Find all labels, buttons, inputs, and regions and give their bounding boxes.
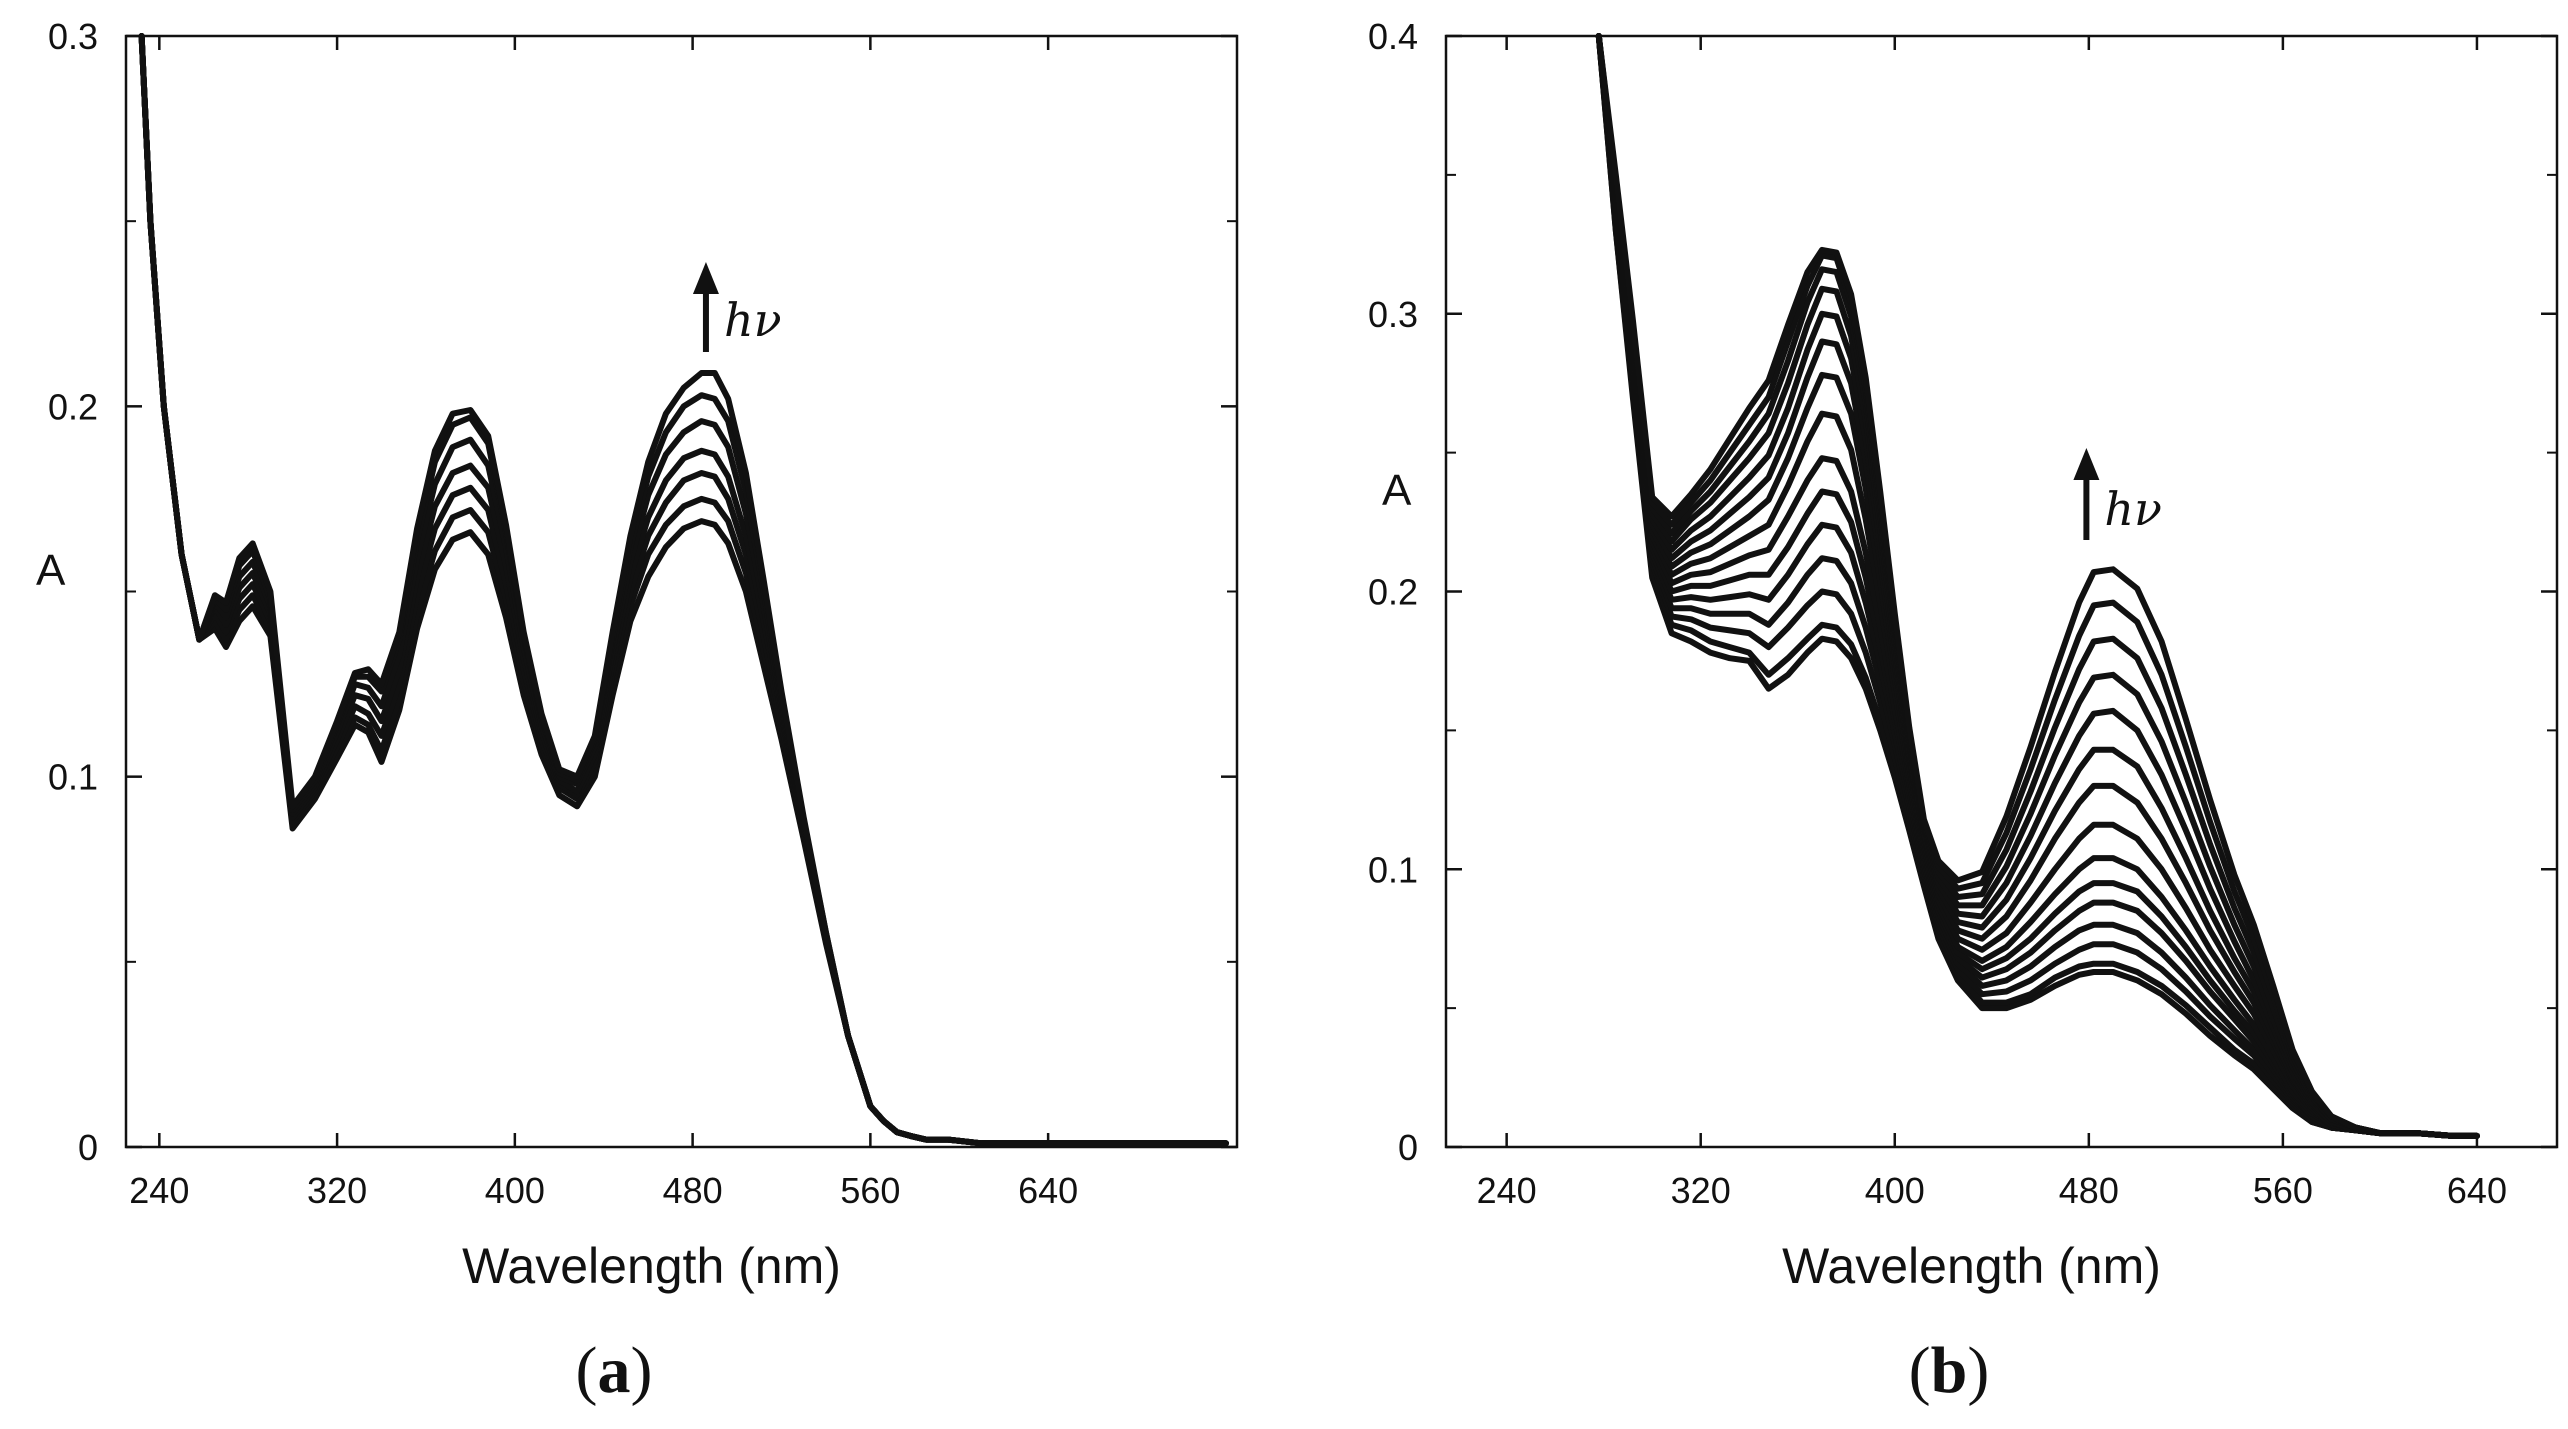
series-line-t0 — [1595, 33, 2480, 1139]
series-line-t7 — [1595, 33, 2480, 1139]
x-tick-label: 560 — [840, 1170, 900, 1211]
panel-label-open-paren: ( — [1909, 1334, 1931, 1407]
x-tick-label: 560 — [2253, 1170, 2313, 1211]
series-line-t4 — [1595, 33, 2480, 1139]
x-axis-title: Wavelength (nm) — [1782, 1238, 2161, 1294]
series-line-t4 — [138, 33, 1229, 1147]
series-line-t13 — [1595, 33, 2480, 1139]
series-line-t11 — [1595, 33, 2480, 1139]
y-tick-label: 0.3 — [48, 16, 98, 57]
x-tick-label: 400 — [485, 1170, 545, 1211]
series-line-t14 — [1595, 33, 2480, 1139]
panel-label-letter: b — [1931, 1334, 1968, 1407]
series-line-t3 — [138, 33, 1229, 1147]
x-tick-label: 400 — [1865, 1170, 1925, 1211]
x-tick-label: 640 — [2447, 1170, 2507, 1211]
chart-panel-b: 240 320 400 480 560 640 0 0.1 0.2 0.3 0.4 A Waveleng… — [1284, 0, 2568, 1429]
panel-label-open-paren: ( — [576, 1334, 598, 1407]
series-line-t6 — [138, 33, 1229, 1147]
series-line-t10 — [1595, 33, 2480, 1139]
panel-label-letter: a — [598, 1334, 631, 1407]
series-line-t2 — [138, 33, 1229, 1147]
series-line-t1 — [138, 33, 1229, 1147]
y-tick-label: 0.2 — [48, 386, 98, 427]
hv-arrow-head — [692, 262, 719, 294]
panel-label: (a) — [576, 1334, 653, 1407]
x-tick-label: 480 — [663, 1170, 723, 1211]
series-line-t6 — [1595, 33, 2480, 1139]
y-tick-label: 0 — [78, 1127, 98, 1168]
y-axis-label: A — [1382, 466, 1412, 515]
y-tick-label: 0.3 — [1368, 294, 1418, 335]
chart-b: 240 320 400 480 560 640 0 0.1 0.2 0.3 0.4 A Waveleng… — [1368, 16, 2559, 1407]
panel-label: (b) — [1909, 1334, 1990, 1407]
chart-panel-a: 240 320 400 480 560 640 0 0.1 0.2 0.3 A Wavelength … — [36, 16, 1239, 1407]
series-line-t2 — [1595, 33, 2480, 1139]
series-line-t9 — [1595, 33, 2480, 1139]
series-line-t5 — [138, 33, 1229, 1147]
x-tick-label: 320 — [1671, 1170, 1731, 1211]
y-tick-label: 0.2 — [1368, 572, 1418, 613]
x-tick-label: 320 — [307, 1170, 367, 1211]
y-tick-label: 0.1 — [1368, 849, 1418, 890]
chart-a: 240 320 400 480 560 640 0 0.1 0.2 0.3 A Wavelength … — [36, 16, 1239, 1407]
x-tick-label: 640 — [1018, 1170, 1078, 1211]
x-axis-title: Wavelength (nm) — [462, 1238, 841, 1294]
series-line-t5 — [1595, 33, 2480, 1139]
y-tick-label: 0.1 — [48, 757, 98, 798]
series-line-t0 — [138, 33, 1229, 1147]
y-tick-label: 0.4 — [1368, 16, 1418, 57]
x-tick-label: 480 — [2059, 1170, 2119, 1211]
panel-label-close-paren: ) — [1967, 1334, 1989, 1407]
plot-frame — [124, 34, 1239, 1149]
x-tick-label: 240 — [1477, 1170, 1537, 1211]
series-line-t8 — [1595, 33, 2480, 1139]
series-line-t3 — [1595, 33, 2480, 1139]
y-tick-label: 0 — [1398, 1127, 1418, 1168]
hv-arrow-head — [2073, 448, 2100, 480]
series-line-t1 — [1595, 33, 2480, 1139]
y-axis-label: A — [36, 546, 66, 595]
hv-annotation: hν — [2104, 482, 2162, 536]
panel-label-close-paren: ) — [631, 1334, 653, 1407]
series-line-t12 — [1595, 33, 2480, 1139]
hv-annotation: hν — [724, 293, 782, 347]
x-tick-label: 240 — [129, 1170, 189, 1211]
